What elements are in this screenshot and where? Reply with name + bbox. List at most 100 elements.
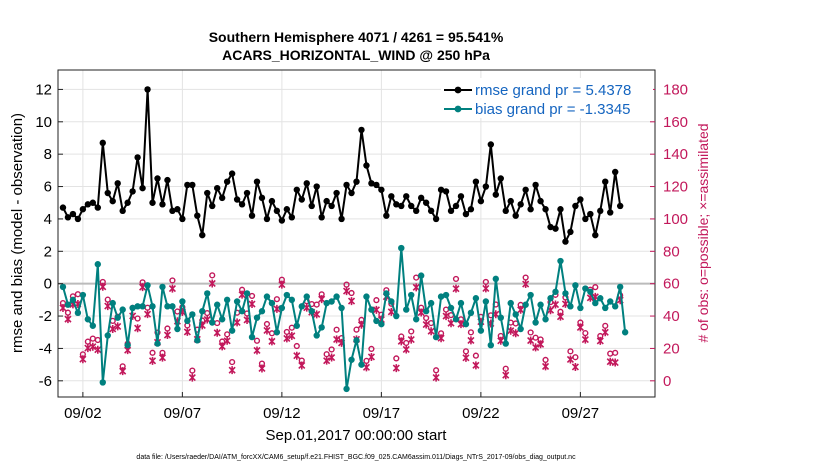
obs-assimilated-marker [432,373,440,382]
rmse-point [209,202,216,210]
tick-label-left: -2 [39,308,52,325]
rmse-point [482,183,490,190]
bias-point [209,319,216,326]
tick-label-left: 4 [44,211,52,228]
obs-assimilated-marker [268,337,276,346]
rmse-point [427,207,435,215]
obs-assimilated-marker [551,300,560,309]
bias-point [74,309,82,317]
bias-point [99,379,106,386]
rmse-point [413,207,420,215]
rmse-point [139,184,146,192]
rmse-point [59,204,67,211]
bias-point [129,304,136,312]
rmse-point [308,202,315,210]
rmse-point [104,189,111,197]
tick-label-left: 10 [35,114,52,131]
bias-point [124,341,131,349]
obs-possible-marker [602,322,609,329]
obs-assimilated-marker [581,335,589,344]
rmse-point [492,191,499,198]
bias-point [263,293,271,300]
bias-point [204,290,211,297]
rmse-point [487,141,495,148]
obs-assimilated-marker [228,366,236,375]
rmse-point [253,178,261,185]
bias-point [278,304,286,312]
tick-label-x: 09/17 [363,405,401,422]
obs-possible-marker [84,338,91,345]
rmse-point [527,206,534,213]
rmse-point [243,189,251,197]
bias-point [159,283,166,291]
bias-point [567,303,574,310]
obs-assimilated-marker [457,320,465,329]
rmse-point [616,202,624,210]
bias-point [199,308,206,315]
rmse-point [592,231,599,239]
bias-point [258,308,266,315]
rmse-point [109,197,116,205]
bias-point [184,317,191,325]
obs-possible-marker [353,326,360,333]
bias-point [283,291,291,299]
bias-point [597,295,604,302]
tick-label-right: 0 [663,373,671,390]
rmse-point [597,207,604,215]
obs-possible-marker [333,326,340,333]
obs-possible-marker [368,345,375,352]
bias-point [69,296,77,304]
bias-point [248,333,256,341]
obs-assimilated-marker [168,284,176,293]
rmse-point [79,206,87,213]
obs-assimilated-marker [532,343,540,352]
bias-point [587,288,594,295]
obs-assimilated-marker [601,328,609,337]
obs-assimilated-marker [502,371,510,380]
obs-assimilated-marker [452,284,460,293]
obs-possible-marker [433,367,440,374]
obs-possible-marker [283,328,290,336]
obs-assimilated-marker [512,329,520,338]
obs-possible-marker [413,274,420,281]
bias-point [119,306,126,313]
bias-point [363,293,370,300]
bias-point [457,299,465,307]
rmse-point [144,86,151,93]
rmse-point [512,212,519,219]
bias-point [507,299,514,307]
obs-possible-marker [572,354,579,361]
obs-assimilated-marker [134,324,142,333]
bias-point [348,356,355,363]
rmse-point [398,202,405,210]
bias-point [89,322,97,329]
obs-possible-marker [224,331,231,338]
bias-point [358,361,365,368]
x-axis-label: Sep.01,2017 00:00:00 start [266,427,448,444]
obs-assimilated-marker [288,331,296,340]
obs-assimilated-marker [323,356,331,365]
obs-possible-marker [373,297,380,304]
bias-point [243,290,251,297]
bias-point [562,290,569,297]
obs-assimilated-marker [64,315,72,324]
bias-point [612,303,619,310]
bias-point [602,304,609,312]
obs-assimilated-marker [283,334,291,343]
obs-assimilated-marker [462,353,470,362]
bias-point [293,322,300,329]
obs-assimilated-marker [109,324,117,333]
obs-possible-marker [229,358,236,366]
obs-possible-marker [209,272,216,279]
bias-point [164,303,171,310]
legend-rmse-label: rmse grand pr = 5.4378 [475,82,631,99]
rmse-point [218,194,226,202]
obs-assimilated-marker [472,361,480,370]
obs-assimilated-marker [427,327,435,336]
obs-possible-marker [348,289,355,297]
obs-assimilated-marker [79,355,87,364]
obs-assimilated-marker [163,331,172,340]
rmse-point [383,212,390,219]
bias-point [592,299,599,307]
bias-point [64,301,72,308]
